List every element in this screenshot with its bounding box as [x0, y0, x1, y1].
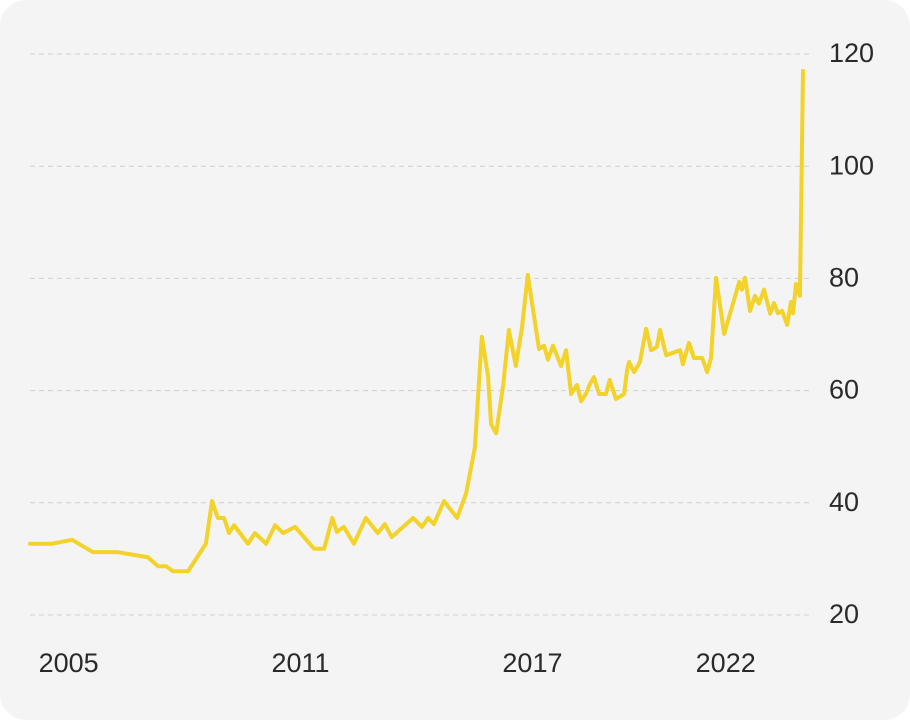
y-tick-label: 120 — [829, 38, 874, 68]
y-tick-label: 100 — [829, 150, 874, 180]
y-tick-label: 60 — [829, 375, 859, 405]
x-tick-label: 2017 — [502, 648, 562, 678]
x-tick-label: 2005 — [39, 648, 99, 678]
y-tick-label: 20 — [829, 599, 859, 629]
y-tick-label: 40 — [829, 487, 859, 517]
y-tick-label: 80 — [829, 263, 859, 293]
x-tick-label: 2022 — [696, 648, 756, 678]
x-tick-label: 2011 — [272, 648, 330, 678]
data-line — [28, 68, 805, 574]
